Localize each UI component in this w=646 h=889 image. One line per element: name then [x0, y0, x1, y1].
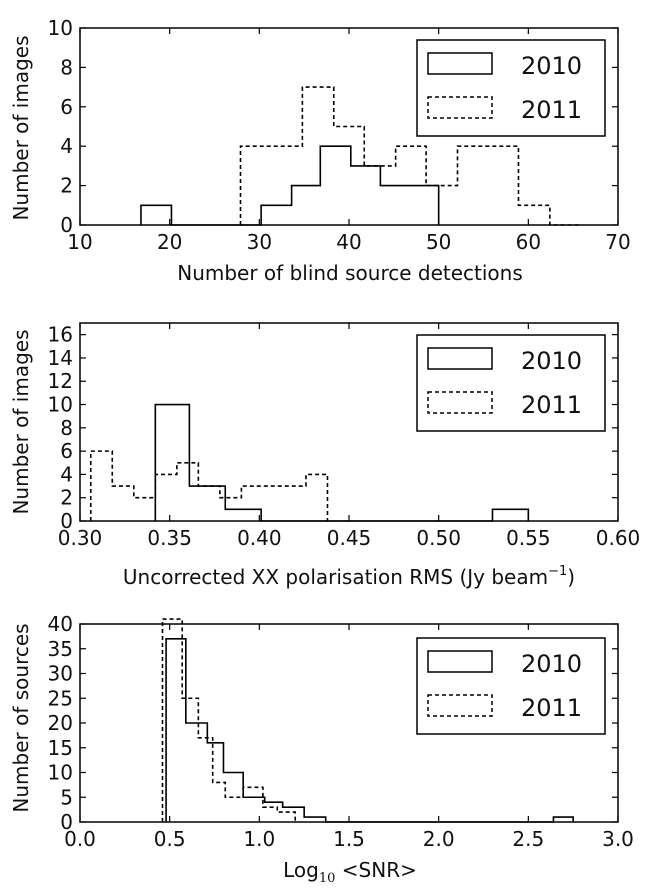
panel-polarisation-rms: Number of images Uncorrected XX polarisa…	[9, 322, 641, 589]
y-tick-label: 35	[48, 637, 73, 661]
legend-box	[416, 39, 606, 137]
y-tick-label: 2	[60, 174, 73, 198]
x-tick-label: 40	[336, 230, 361, 254]
x-tick-label: 0.30	[58, 526, 103, 550]
y-tick-label: 0	[60, 213, 73, 237]
y-tick-label: 40	[48, 612, 73, 636]
x-tick-label: 70	[605, 230, 630, 254]
y-tick-label: 10	[48, 761, 73, 785]
xlabel: Number of blind source detections	[177, 261, 523, 285]
series-2011-histogram	[161, 618, 296, 822]
xlabel-main: Uncorrected XX polarisation RMS (Jy beam	[123, 565, 548, 589]
series-2011-histogram	[239, 86, 581, 226]
legend-label-2011: 2011	[521, 391, 582, 419]
y-tick-label: 4	[60, 462, 73, 486]
y-tick-label: 6	[60, 439, 73, 463]
y-tick-label: 14	[48, 346, 73, 370]
y-tick-label: 15	[48, 736, 73, 760]
y-tick-label: 10	[48, 16, 73, 40]
legend-swatch-2011	[427, 96, 493, 119]
series-2011-histogram	[89, 450, 329, 521]
legend-label-2010: 2010	[521, 347, 582, 375]
series-2010-histogram	[154, 403, 530, 522]
panel-log-snr: Number of sources Log10 <SNR> 0.0 0.5 1.0 1…	[9, 612, 634, 886]
x-tick-label: 0.5	[154, 827, 186, 851]
x-tick-label: 2.5	[512, 827, 544, 851]
y-tick-label: 2	[60, 486, 73, 510]
legend: 2010 2011	[416, 39, 606, 137]
y-tick-label: 20	[48, 711, 73, 735]
y-tick-label: 4	[60, 134, 73, 158]
xlabel-superscript: −1	[548, 564, 567, 579]
y-tick-label: 12	[48, 369, 73, 393]
x-tick-label: 50	[426, 230, 451, 254]
xlabel-tail: )	[567, 565, 575, 589]
x-tick-label: 20	[157, 230, 182, 254]
legend-swatch-2011	[427, 391, 493, 414]
series-2010-histogram	[140, 145, 440, 226]
x-tick-label: 60	[516, 230, 541, 254]
legend-swatch-2010	[427, 650, 493, 673]
x-tick-label: 0.0	[64, 827, 96, 851]
x-tick-label: 0.60	[596, 526, 641, 550]
y-tick-label: 5	[60, 785, 73, 809]
xlabel-log: Log	[283, 858, 319, 882]
legend-label-2010: 2010	[521, 650, 582, 678]
y-tick-label: 8	[60, 55, 73, 79]
xlabel-subscript: 10	[319, 871, 336, 886]
x-tick-label: 0.35	[147, 526, 192, 550]
x-tick-label: 0.45	[327, 526, 372, 550]
legend-label-2010: 2010	[521, 52, 582, 80]
legend-box	[416, 334, 606, 432]
xlabel: Log10 <SNR>	[283, 858, 417, 886]
y-tick-label: 6	[60, 95, 73, 119]
x-tick-label: 3.0	[602, 827, 634, 851]
xlabel: Uncorrected XX polarisation RMS (Jy beam…	[123, 564, 575, 589]
legend-label-2011: 2011	[521, 96, 582, 124]
x-tick-label: 0.55	[506, 526, 551, 550]
x-tick-label: 2.0	[423, 827, 455, 851]
legend-swatch-2011	[427, 694, 493, 717]
legend-label-2011: 2011	[521, 694, 582, 722]
y-tick-label: 30	[48, 662, 73, 686]
x-tick-label: 1.5	[333, 827, 365, 851]
ylabel: Number of images	[9, 329, 33, 514]
x-tick-label: 0.50	[416, 526, 461, 550]
y-tick-label: 8	[60, 416, 73, 440]
ylabel: Number of sources	[9, 623, 33, 812]
panel-blind-source-detections: Number of images Number of blind source …	[9, 16, 631, 285]
legend-swatch-2010	[427, 52, 493, 75]
y-tick-label: 25	[48, 686, 73, 710]
legend: 2010 2011	[416, 637, 606, 735]
xlabel-snr: <SNR>	[335, 858, 416, 882]
legend-swatch-2010	[427, 347, 493, 370]
legend-box	[416, 637, 606, 735]
x-tick-label: 10	[67, 230, 92, 254]
y-tick-label: 16	[48, 323, 73, 347]
y-tick-label: 10	[48, 393, 73, 417]
y-tick-label: 0	[60, 509, 73, 533]
ylabel: Number of images	[9, 35, 33, 220]
x-tick-label: 30	[247, 230, 272, 254]
legend: 2010 2011	[416, 334, 606, 432]
x-tick-label: 1.0	[243, 827, 275, 851]
y-tick-label: 0	[60, 810, 73, 834]
x-tick-label: 0.40	[237, 526, 282, 550]
